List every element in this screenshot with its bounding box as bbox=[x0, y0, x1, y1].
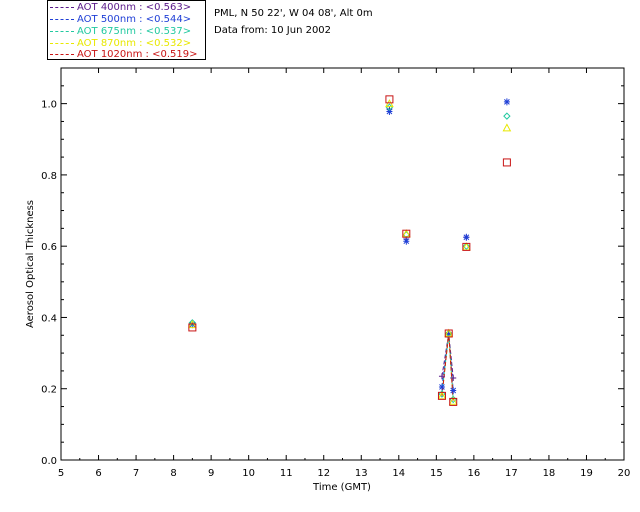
data-point bbox=[403, 237, 410, 245]
x-axis-ticks: 5 6 7 8 9 10 11 12 13 14 15 16 17 18 19 20 bbox=[58, 68, 631, 479]
data-points bbox=[188, 95, 512, 406]
data-point bbox=[444, 328, 454, 337]
legend-item-500: AOT 500nm : <0.544> bbox=[50, 14, 191, 26]
x-tick-label: 12 bbox=[317, 468, 330, 479]
x-tick-label: 6 bbox=[95, 468, 101, 479]
data-point bbox=[189, 321, 196, 329]
data-point bbox=[402, 229, 411, 238]
data-point bbox=[503, 112, 511, 120]
x-tick-label: 20 bbox=[618, 468, 631, 479]
legend-label: AOT 870nm : <0.532> bbox=[77, 38, 192, 49]
data-point bbox=[462, 242, 471, 250]
x-tick-label: 15 bbox=[430, 468, 443, 479]
data-point bbox=[437, 391, 446, 400]
station-info: PML, N 50 22', W 04 08', Alt 0m bbox=[214, 8, 373, 19]
data-date: Data from: 10 Jun 2002 bbox=[214, 25, 332, 36]
x-tick-label: 11 bbox=[280, 468, 293, 479]
data-point bbox=[463, 233, 470, 241]
y-tick-label: 0.4 bbox=[41, 313, 57, 324]
legend-swatch bbox=[50, 18, 74, 20]
data-point bbox=[385, 95, 394, 104]
data-point bbox=[462, 242, 471, 251]
data-point bbox=[401, 229, 411, 238]
y-tick-label: 1.0 bbox=[41, 100, 57, 111]
data-point bbox=[438, 383, 445, 391]
data-point bbox=[449, 397, 458, 406]
legend-label: AOT 675nm : <0.537> bbox=[77, 26, 192, 37]
data-point bbox=[438, 373, 445, 380]
x-axis-label: Time (GMT) bbox=[312, 482, 371, 493]
x-tick-label: 19 bbox=[580, 468, 593, 479]
plot-frame bbox=[60, 67, 625, 461]
legend-item-870: AOT 870nm : <0.532> bbox=[50, 38, 191, 50]
data-point bbox=[502, 123, 512, 132]
data-point bbox=[448, 396, 458, 405]
x-tick-label: 8 bbox=[170, 468, 176, 479]
x-tick-label: 16 bbox=[467, 468, 480, 479]
x-tick-label: 10 bbox=[242, 468, 255, 479]
y-axis-ticks: 0.0 0.2 0.4 0.6 0.8 1.0 bbox=[41, 85, 624, 467]
legend: AOT 400nm : <0.563> AOT 500nm : <0.544> … bbox=[47, 0, 206, 60]
data-point bbox=[386, 107, 393, 115]
y-tick-label: 0.8 bbox=[41, 171, 57, 182]
legend-swatch bbox=[50, 42, 74, 44]
legend-label: AOT 500nm : <0.544> bbox=[77, 14, 192, 25]
x-tick-label: 7 bbox=[133, 468, 139, 479]
x-tick-label: 18 bbox=[543, 468, 556, 479]
x-tick-label: 5 bbox=[58, 468, 64, 479]
x-tick-label: 17 bbox=[505, 468, 518, 479]
legend-label: AOT 400nm : <0.563> bbox=[77, 2, 192, 13]
legend-swatch bbox=[50, 6, 74, 8]
legend-item-1020: AOT 1020nm : <0.519> bbox=[50, 49, 197, 61]
x-tick-label: 9 bbox=[208, 468, 214, 479]
legend-swatch bbox=[50, 30, 74, 32]
y-tick-label: 0.0 bbox=[41, 456, 57, 467]
legend-item-675: AOT 675nm : <0.537> bbox=[50, 26, 191, 38]
legend-label: AOT 1020nm : <0.519> bbox=[77, 49, 198, 60]
y-tick-label: 0.2 bbox=[41, 385, 57, 396]
legend-swatch bbox=[50, 53, 74, 55]
data-point bbox=[450, 387, 457, 395]
legend-item-400: AOT 400nm : <0.563> bbox=[50, 2, 191, 14]
data-point bbox=[438, 390, 446, 398]
y-axis-label: Aerosol Optical Thickness bbox=[25, 200, 36, 328]
data-point bbox=[385, 99, 394, 108]
data-point bbox=[445, 331, 452, 339]
data-point bbox=[450, 375, 457, 382]
data-point bbox=[503, 98, 510, 106]
x-tick-label: 13 bbox=[355, 468, 368, 479]
y-tick-label: 0.6 bbox=[41, 242, 57, 253]
data-point bbox=[444, 329, 453, 338]
x-tick-label: 14 bbox=[392, 468, 405, 479]
data-point bbox=[188, 319, 197, 327]
data-point bbox=[502, 158, 511, 167]
data-point bbox=[188, 323, 197, 332]
